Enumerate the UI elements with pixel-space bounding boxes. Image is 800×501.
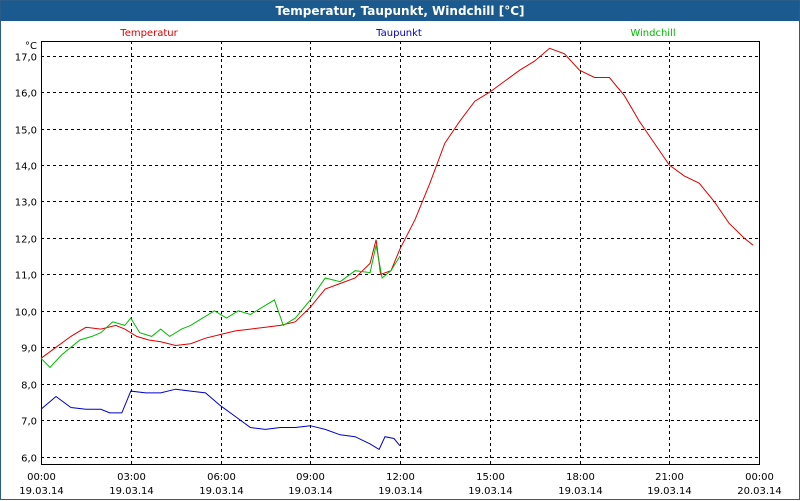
series-lines xyxy=(40,47,754,451)
x-tick-time-label: 15:00 xyxy=(476,472,505,483)
y-tick-label: 11,0 xyxy=(15,271,37,282)
y-tick-label: 6,0 xyxy=(21,454,37,465)
x-tick-time-label: 09:00 xyxy=(296,472,325,483)
x-tick-date-label: 19.03.14 xyxy=(468,486,513,497)
y-tick-label: 12,0 xyxy=(15,235,37,246)
x-tick-time-label: 03:00 xyxy=(117,472,146,483)
axes: 6,0 7,0 8,0 9,0 10,0 11,0 12,0 13,0 14,0 15,0 16,0… xyxy=(15,41,782,497)
y-tick-label: 16,0 xyxy=(15,89,37,100)
window-title: Temperatur, Taupunkt, Windchill [°C] xyxy=(1,1,799,21)
series-line-temperatur xyxy=(40,47,754,359)
plot-border xyxy=(41,41,760,465)
legend-entry-temperatur: Temperatur xyxy=(119,28,178,39)
legend-entry-windchill: Windchill xyxy=(630,28,675,39)
x-tick-date-label: 19.03.14 xyxy=(378,486,423,497)
x-tick-time-label: 06:00 xyxy=(207,472,236,483)
x-tick-date-label: 19.03.14 xyxy=(109,486,154,497)
y-tick-label: 14,0 xyxy=(15,162,37,173)
y-tick-label: 15,0 xyxy=(15,126,37,137)
y-tick-label: 13,0 xyxy=(15,198,37,209)
y-tick-label: 7,0 xyxy=(21,417,37,428)
y-axis-unit-label: °C xyxy=(25,41,37,52)
x-tick-time-label: 00:00 xyxy=(27,472,56,483)
x-tick-time-label: 18:00 xyxy=(566,472,595,483)
grid xyxy=(41,41,760,464)
x-tick-date-label: 19.03.14 xyxy=(199,486,244,497)
x-tick-time-label: 21:00 xyxy=(655,472,684,483)
y-tick-label: 17,0 xyxy=(15,53,37,64)
y-tick-label: 8,0 xyxy=(21,381,37,392)
legend: Temperatur Taupunkt Windchill xyxy=(119,28,675,39)
series-line-windchill xyxy=(40,245,401,369)
x-tick-date-label: 19.03.14 xyxy=(647,486,692,497)
y-tick-label: 10,0 xyxy=(15,308,37,319)
y-tick-label: 9,0 xyxy=(21,344,37,355)
series-line-taupunkt xyxy=(40,388,401,451)
x-tick-time-label: 00:00 xyxy=(745,472,774,483)
x-tick-date-label: 20.03.14 xyxy=(737,486,782,497)
x-tick-time-label: 12:00 xyxy=(386,472,415,483)
x-tick-date-label: 19.03.14 xyxy=(558,486,603,497)
x-tick-date-label: 19.03.14 xyxy=(19,486,64,497)
x-tick-date-label: 19.03.14 xyxy=(288,486,333,497)
legend-entry-taupunkt: Taupunkt xyxy=(375,28,422,39)
